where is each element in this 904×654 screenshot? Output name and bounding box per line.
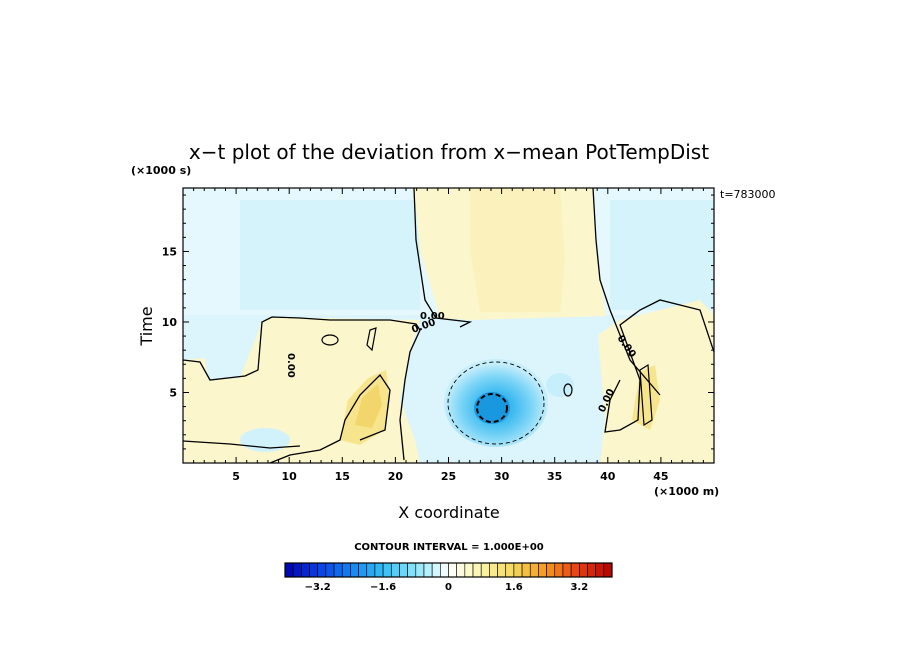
colorbar: −3.2 −1.6 0 1.6 3.2 xyxy=(284,562,613,593)
cool-bubble xyxy=(546,373,574,397)
colorbar-swatch xyxy=(407,562,417,578)
colorbar-swatch xyxy=(513,562,523,578)
colorbar-swatch xyxy=(358,562,368,578)
colorbar-swatch xyxy=(480,562,490,578)
y-unit-label: (×1000 s) xyxy=(131,164,191,177)
contour-zero-small xyxy=(321,334,339,346)
colorbar-swatch xyxy=(603,562,613,578)
contour-zero-left xyxy=(183,316,421,461)
x-tick-label: 35 xyxy=(547,470,562,483)
y-tick-label: 10 xyxy=(162,316,178,329)
x-tick-label: 45 xyxy=(653,470,668,483)
colorbar-tick-label: 0 xyxy=(445,582,452,593)
colorbar-swatch xyxy=(448,562,457,578)
colorbar-tick-label: 3.2 xyxy=(570,582,588,593)
colorbar-tick-label: −3.2 xyxy=(305,582,331,593)
colorbar-swatch xyxy=(399,562,408,578)
x-tick-label: 5 xyxy=(232,470,240,483)
y-tick-label: 15 xyxy=(162,245,177,258)
colorbar-swatch xyxy=(301,562,310,578)
cool-bubble xyxy=(240,428,290,452)
x-unit-label: (×1000 m) xyxy=(654,485,719,498)
colorbar-swatch xyxy=(390,562,400,578)
colorbar-swatch xyxy=(587,562,596,578)
colorbar-swatch xyxy=(292,562,302,578)
colorbar-swatch xyxy=(382,562,392,578)
warm-column-core xyxy=(470,188,565,312)
contour-zero-column-left xyxy=(413,188,473,328)
colorbar-swatch xyxy=(562,562,572,578)
contour-label: 0.00 xyxy=(285,353,296,378)
plot-area: 0.00 0.00 0.00 0.00 0.00 xyxy=(183,188,714,463)
contour-label: 0.00 xyxy=(420,311,445,322)
colorbar-swatch xyxy=(595,562,605,578)
x-tick-label: 40 xyxy=(600,470,616,483)
colorbar-swatch xyxy=(284,562,294,578)
colorbar-swatch xyxy=(578,562,588,578)
contours: 0.00 0.00 0.00 0.00 0.00 xyxy=(183,188,714,463)
warm-patch-inner xyxy=(355,384,382,428)
colorbar-swatch xyxy=(423,562,433,578)
colorbar-swatch xyxy=(521,562,531,578)
y-tick-label: 5 xyxy=(169,386,177,399)
colorbar-swatch xyxy=(570,562,580,578)
colorbar-swatch xyxy=(546,562,556,578)
upper-right-cool xyxy=(610,200,714,310)
contour-negative-outer xyxy=(447,361,545,445)
colorbar-swatch xyxy=(440,562,449,578)
colorbar-swatch xyxy=(317,562,327,578)
warm-patch-right xyxy=(632,365,660,430)
colorbar-swatch xyxy=(489,562,498,578)
upper-left-cool xyxy=(240,200,420,310)
colorbar-swatch xyxy=(350,562,359,578)
contour-zero-bottom-left xyxy=(183,440,301,449)
contour-zero-small xyxy=(563,383,573,397)
colorbar-frame xyxy=(284,562,613,578)
colorbar-swatch xyxy=(554,562,564,578)
x-tick-label: 30 xyxy=(494,470,510,483)
colorbar-swatch xyxy=(472,562,482,578)
y-axis: 5 10 15 xyxy=(162,194,714,464)
x-tick-label: 15 xyxy=(335,470,350,483)
contour-zero-small xyxy=(639,363,653,427)
contour-zero-lower xyxy=(269,373,391,463)
colorbar-swatch xyxy=(325,562,335,578)
colorbar-swatch xyxy=(456,562,466,578)
colorbar-swatch xyxy=(464,562,474,578)
colorbar-tick-label: −1.6 xyxy=(370,582,396,593)
contour-zero-small xyxy=(366,327,377,352)
x-tick-label: 20 xyxy=(388,470,404,483)
y-axis-title: Time xyxy=(137,306,156,346)
colorbar-swatch xyxy=(431,562,441,578)
colorbar-swatch xyxy=(366,562,376,578)
colorbar-swatch xyxy=(538,562,547,578)
colorbar-swatch xyxy=(341,562,351,578)
time-note: t=783000 xyxy=(720,188,776,201)
colorbar-swatch xyxy=(309,562,318,578)
chart-title: x−t plot of the deviation from x−mean Po… xyxy=(189,140,709,164)
colorbar-swatch xyxy=(333,562,343,578)
colorbar-swatch xyxy=(374,562,384,578)
colorbar-swatch xyxy=(529,562,539,578)
colorbar-swatch xyxy=(497,562,507,578)
contour-zero-right xyxy=(604,299,714,433)
x-tick-label: 25 xyxy=(441,470,456,483)
colorbar-swatch xyxy=(415,562,425,578)
x-axis-title: X coordinate xyxy=(398,503,499,522)
x-axis: 5 10 15 20 25 30 35 40 45 xyxy=(182,188,715,483)
contour-interval-text: CONTOUR INTERVAL = 1.000E+00 xyxy=(354,542,544,553)
cold-anomaly-core xyxy=(474,392,510,424)
contour-negative-inner xyxy=(476,393,508,423)
colorbar-swatch xyxy=(505,562,515,578)
x-tick-label: 10 xyxy=(282,470,298,483)
colorbar-tick-label: 1.6 xyxy=(505,582,523,593)
